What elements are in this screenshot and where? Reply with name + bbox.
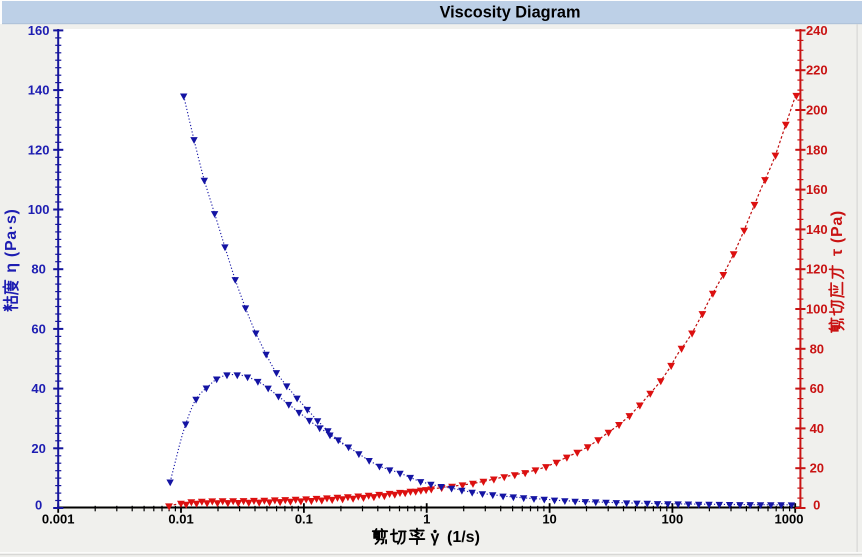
svg-text:140: 140: [806, 222, 828, 237]
svg-text:100: 100: [28, 202, 50, 217]
svg-text:τ (Pa): τ (Pa): [829, 210, 846, 256]
svg-text:η (Pa·s): η (Pa·s): [3, 208, 20, 272]
svg-text:200: 200: [806, 103, 828, 118]
svg-text:100: 100: [806, 302, 828, 317]
svg-text:0: 0: [35, 498, 42, 513]
svg-text:0.1: 0.1: [295, 512, 313, 527]
svg-text:60: 60: [31, 321, 45, 336]
svg-text:120: 120: [28, 142, 50, 157]
svg-text:100: 100: [662, 512, 684, 527]
svg-text:0.001: 0.001: [42, 512, 75, 527]
svg-text:140: 140: [28, 83, 50, 98]
svg-text:40: 40: [31, 381, 45, 396]
svg-text:10: 10: [542, 512, 556, 527]
svg-text:160: 160: [28, 23, 50, 38]
svg-text:40: 40: [810, 421, 824, 436]
svg-text:80: 80: [31, 262, 45, 277]
svg-text:1000: 1000: [775, 512, 804, 527]
svg-text:60: 60: [810, 381, 824, 396]
svg-text:160: 160: [806, 182, 828, 197]
svg-text:0: 0: [813, 498, 820, 513]
svg-text:80: 80: [810, 341, 824, 356]
svg-text:20: 20: [31, 441, 45, 456]
svg-text:Viscosity Diagram: Viscosity Diagram: [440, 4, 581, 22]
svg-text:1: 1: [423, 512, 430, 527]
svg-text:(1/s): (1/s): [447, 529, 480, 546]
svg-text:γ: γ: [431, 529, 440, 546]
svg-text:20: 20: [810, 461, 824, 476]
svg-text:180: 180: [806, 142, 828, 157]
svg-text:0.01: 0.01: [168, 512, 193, 527]
svg-text:220: 220: [806, 63, 828, 78]
svg-text:240: 240: [806, 23, 828, 38]
svg-text:120: 120: [806, 262, 828, 277]
